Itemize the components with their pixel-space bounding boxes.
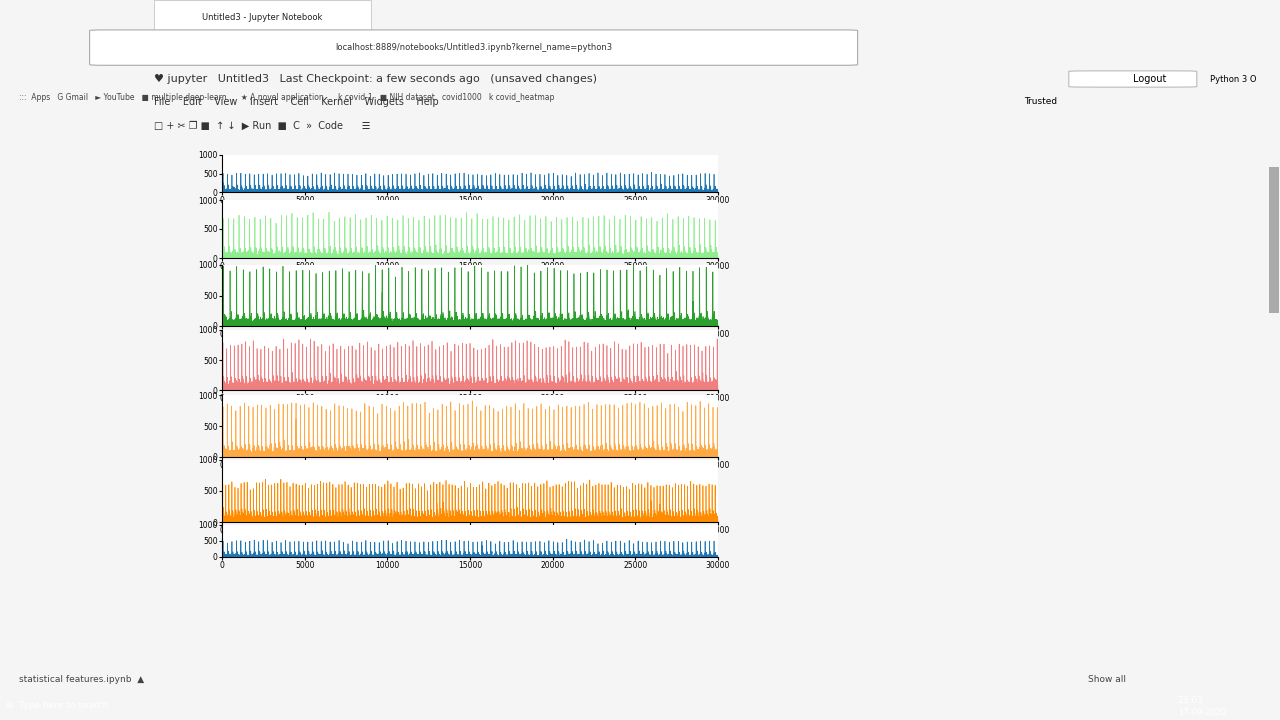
Text: Trusted: Trusted [1024,97,1057,107]
Text: 17-09-2020: 17-09-2020 [1178,708,1226,717]
Text: localhost:8889/notebooks/Untitled3.ipynb?kernel_name=python3: localhost:8889/notebooks/Untitled3.ipynb… [335,43,612,52]
Text: Show all: Show all [1088,675,1126,683]
FancyBboxPatch shape [1069,71,1197,87]
FancyBboxPatch shape [90,30,858,66]
Text: :::  Apps   G Gmail   ► YouTube   ■ multiple deep-learn...   ★ A novel applicati: ::: Apps G Gmail ► YouTube ■ multiple de… [19,92,554,102]
Text: □ + ✂ ❐ ■  ↑ ↓  ▶ Run  ■  C  »  Code      ☰: □ + ✂ ❐ ■ ↑ ↓ ▶ Run ■ C » Code ☰ [154,121,370,131]
Text: ♥ jupyter   Untitled3   Last Checkpoint: a few seconds ago   (unsaved changes): ♥ jupyter Untitled3 Last Checkpoint: a f… [154,74,596,84]
Bar [154,0,371,38]
Bar [1270,167,1279,312]
Text: ⊞  Type here to search: ⊞ Type here to search [6,701,109,709]
Text: Logout: Logout [1133,74,1166,84]
Text: 23:03: 23:03 [1178,696,1203,705]
Text: statistical features.ipynb  ▲: statistical features.ipynb ▲ [19,675,145,683]
Text: File    Edit    View    Insert    Cell    Kernel    Widgets    Help: File Edit View Insert Cell Kernel Widget… [154,97,438,107]
Text: Python 3 O: Python 3 O [1210,74,1256,84]
Text: Untitled3 - Jupyter Notebook: Untitled3 - Jupyter Notebook [202,12,323,22]
